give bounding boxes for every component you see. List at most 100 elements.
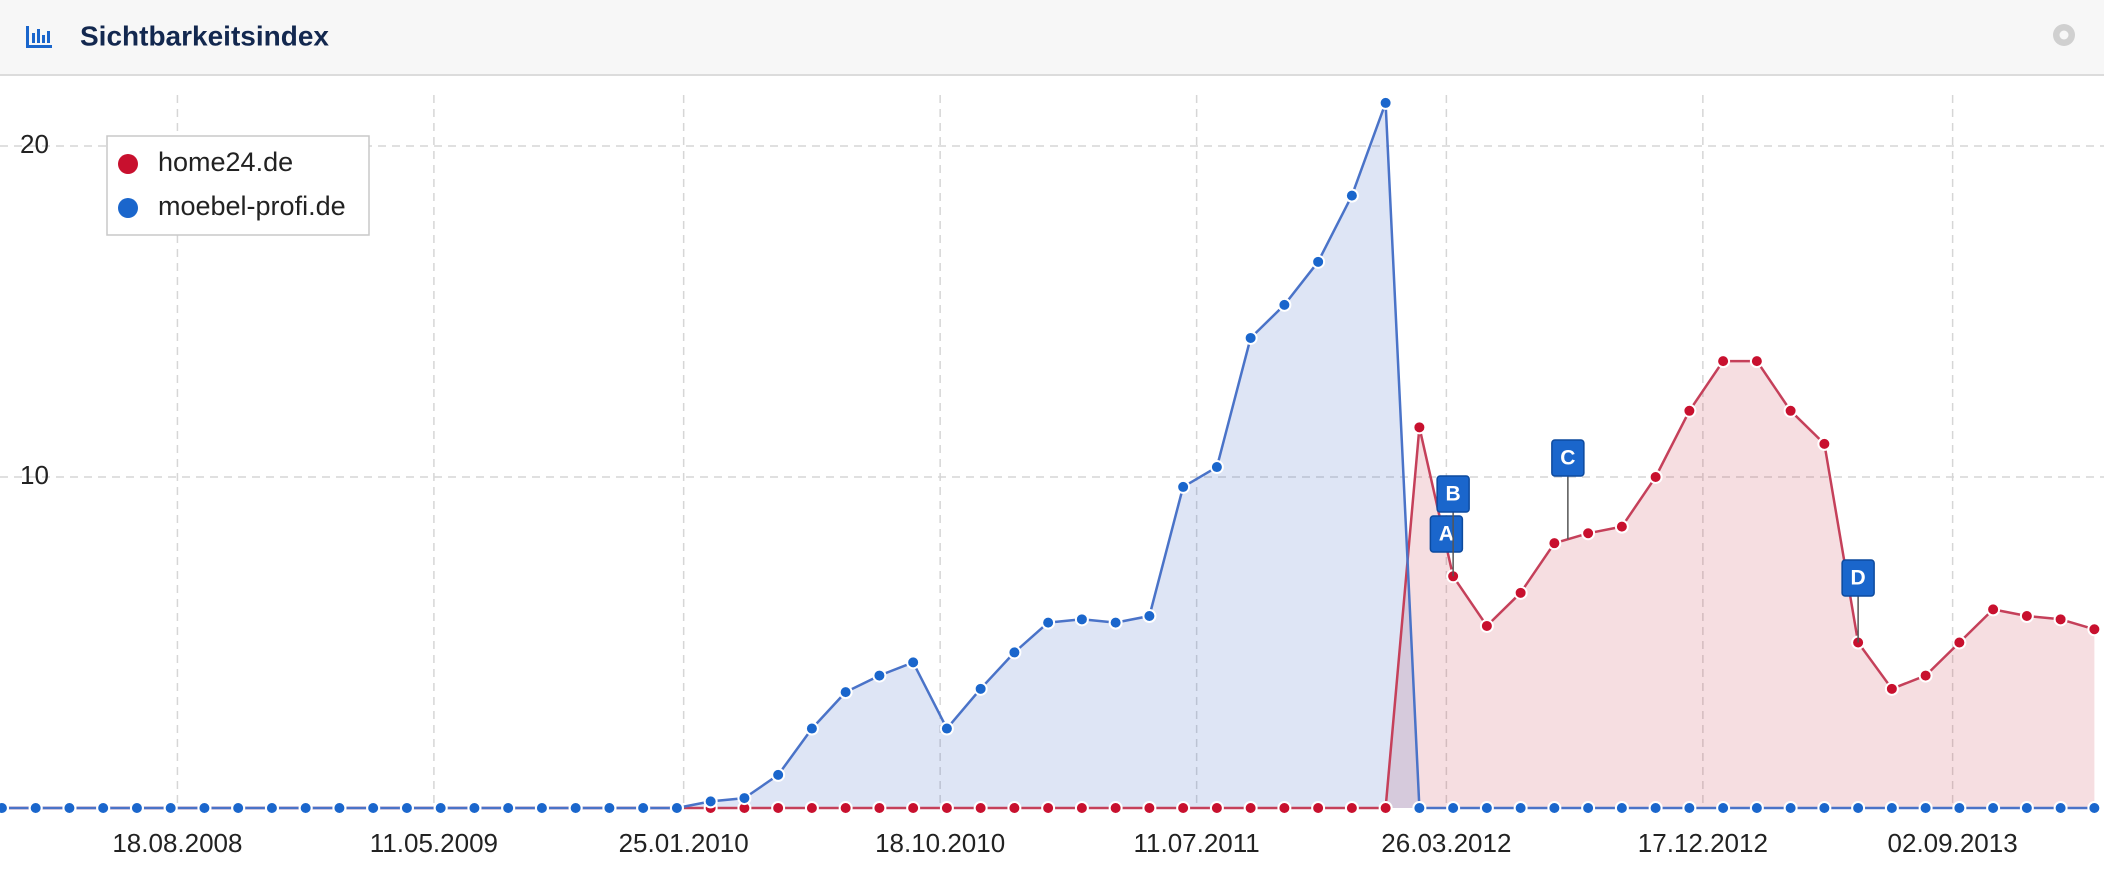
data-point: [1614, 801, 1629, 815]
data-point: [1986, 801, 2001, 815]
data-point: [906, 801, 921, 815]
data-point: [2019, 609, 2034, 624]
data-point: [1446, 801, 1461, 815]
data-point: [2053, 801, 2068, 815]
data-point: [838, 685, 853, 700]
data-point: [1243, 330, 1258, 345]
area: [1, 102, 2095, 808]
data-point: [771, 801, 786, 815]
legend-label: moebel-profi.de: [158, 191, 346, 221]
annotation-flag: [1436, 475, 1470, 513]
x-tick-label: 25.01.2010: [619, 828, 749, 858]
data-point: [1952, 801, 1967, 815]
data-point: [804, 801, 819, 815]
data-point: [636, 801, 651, 815]
data-point: [1412, 420, 1427, 435]
annotation-label: B: [1446, 483, 1461, 506]
data-point: [163, 801, 178, 815]
x-tick-label: 11.07.2011: [1133, 828, 1259, 858]
data-point: [872, 801, 887, 815]
data-point: [62, 801, 77, 815]
annotation-flag: [1551, 439, 1585, 477]
data-point: [872, 668, 887, 683]
x-tick-label: 26.03.2012: [1381, 828, 1511, 858]
data-point: [534, 801, 549, 815]
annotation-flag: [1429, 515, 1464, 553]
data-point: [1277, 297, 1292, 312]
data-point: [1209, 460, 1224, 475]
data-point: [96, 801, 111, 815]
data-point: [197, 801, 212, 815]
data-point: [1142, 609, 1157, 624]
data-point: [1614, 519, 1629, 534]
data-point: [939, 801, 954, 815]
data-point: [973, 801, 988, 815]
legend-box: [106, 135, 370, 236]
data-point: [0, 801, 9, 815]
data-point: [1952, 635, 1967, 650]
data-point: [2087, 801, 2102, 815]
data-point: [467, 801, 482, 815]
data-point: [2053, 612, 2068, 627]
data-point: [129, 801, 144, 815]
data-point: [366, 801, 381, 815]
x-tick-label: 17.12.2012: [1638, 828, 1768, 858]
data-point: [1648, 801, 1663, 815]
chart-icon: [26, 26, 52, 48]
data-point: [1479, 801, 1494, 815]
data-point: [1142, 801, 1157, 815]
data-point: [1682, 801, 1697, 815]
data-point: [838, 801, 853, 815]
data-point: [501, 801, 516, 815]
data-point: [737, 791, 752, 806]
data-point: [1378, 95, 1393, 110]
data-point: [1783, 403, 1798, 418]
data-point: [703, 794, 718, 809]
data-point: [1007, 801, 1022, 815]
data-point: [1074, 612, 1089, 627]
data-point: [1513, 801, 1528, 815]
legend-marker: [118, 154, 138, 174]
data-point: [939, 721, 954, 736]
legend-label: home24.de: [158, 147, 293, 177]
data-point: [1783, 801, 1798, 815]
data-point: [602, 801, 617, 815]
data-point: [2087, 622, 2102, 637]
data-point: [298, 801, 313, 815]
data-point: [1176, 801, 1191, 815]
data-point: [1716, 801, 1731, 815]
data-point: [2019, 801, 2034, 815]
annotation-label: D: [1851, 567, 1866, 590]
data-point: [1176, 479, 1191, 494]
data-point: [973, 681, 988, 696]
data-point: [1986, 602, 2001, 617]
data-point: [1817, 801, 1832, 815]
settings-icon[interactable]: [2053, 24, 2075, 46]
annotation-flag: [1841, 559, 1875, 597]
data-point: [1547, 536, 1562, 551]
data-point: [1817, 436, 1832, 451]
data-point: [669, 801, 684, 815]
data-point: [1344, 188, 1359, 203]
y-tick-label: 20: [20, 129, 49, 159]
data-point: [568, 801, 583, 815]
x-tick-label: 02.09.2013: [1888, 828, 2018, 858]
data-point: [1041, 615, 1056, 630]
data-point: [1311, 254, 1326, 269]
data-point: [1479, 618, 1494, 633]
data-point: [1884, 681, 1899, 696]
data-point: [771, 767, 786, 782]
data-point: [1851, 801, 1866, 815]
data-point: [1108, 615, 1123, 630]
annotation-label: A: [1439, 523, 1454, 546]
data-point: [1344, 801, 1359, 815]
header: [0, 0, 2104, 75]
data-point: [804, 721, 819, 736]
data-point: [1513, 585, 1528, 600]
plot: 10 20 18.08.2008 11.05.2009 25.01.2010 18.10.…: [0, 95, 2104, 858]
data-point: [1682, 403, 1697, 418]
data-point: [1547, 801, 1562, 815]
annotation-label: C: [1560, 447, 1575, 470]
